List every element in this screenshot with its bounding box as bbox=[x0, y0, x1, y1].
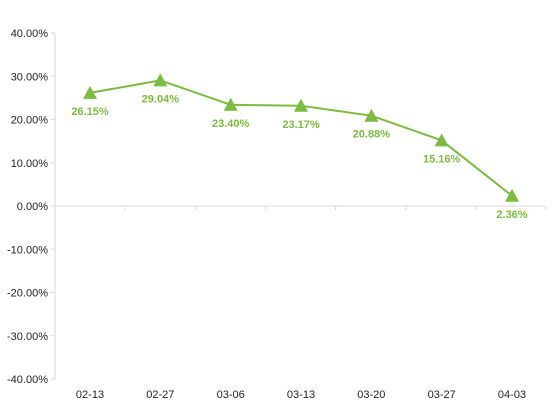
data-label: 23.17% bbox=[282, 119, 320, 131]
data-point-marker bbox=[434, 133, 449, 147]
data-point-marker bbox=[505, 188, 519, 202]
y-tick-label: 40.00% bbox=[11, 28, 49, 40]
x-tick-label: 02-13 bbox=[76, 389, 104, 401]
x-tick-label: 03-27 bbox=[428, 389, 456, 401]
x-tick-label: 03-13 bbox=[287, 389, 315, 401]
data-point-marker bbox=[223, 97, 238, 111]
data-point-marker bbox=[83, 85, 97, 99]
x-tick-label: 02-27 bbox=[146, 389, 174, 401]
y-tick-label: 30.00% bbox=[11, 71, 49, 83]
data-label: 26.15% bbox=[71, 106, 109, 118]
x-tick-label: 03-06 bbox=[217, 389, 245, 401]
data-label: 29.04% bbox=[142, 93, 180, 105]
y-tick-label: 10.00% bbox=[11, 158, 49, 170]
data-point-marker bbox=[364, 108, 379, 122]
y-tick-label: -30.00% bbox=[7, 331, 48, 343]
y-tick-label: 0.00% bbox=[17, 201, 48, 213]
y-axis: 40.00% 30.00% 20.00% 10.00% 0.00% -10.00% -20.… bbox=[7, 28, 56, 386]
y-tick-label: -40.00% bbox=[7, 374, 48, 386]
y-tick-label: -20.00% bbox=[7, 288, 48, 300]
data-label: 23.40% bbox=[212, 118, 250, 130]
data-label: 2.36% bbox=[496, 209, 527, 221]
data-label: 15.16% bbox=[423, 153, 461, 165]
x-axis: 02-13 02-27 03-06 03-13 03-20 03-27 04-03 bbox=[54, 205, 547, 401]
y-tick-label: 20.00% bbox=[11, 115, 49, 127]
data-point-marker bbox=[294, 98, 308, 112]
y-tick-label: -10.00% bbox=[7, 244, 48, 256]
x-tick-label: 03-20 bbox=[357, 389, 385, 401]
data-label: 20.88% bbox=[353, 129, 391, 141]
series-line-group bbox=[83, 73, 519, 202]
data-point-marker bbox=[153, 73, 168, 87]
data-labels: 26.15% 29.04% 23.40% 23.17% 20.88% 15.16% 2.36… bbox=[71, 93, 527, 220]
x-tick-label: 04-03 bbox=[498, 389, 526, 401]
